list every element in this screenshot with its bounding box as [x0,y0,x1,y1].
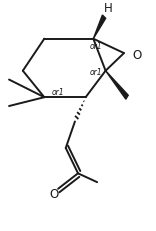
Text: H: H [103,3,112,15]
Text: or1: or1 [90,68,102,77]
Text: or1: or1 [90,42,102,51]
Text: O: O [50,187,59,200]
Polygon shape [106,71,128,100]
Text: O: O [132,49,142,61]
Text: or1: or1 [51,88,64,97]
Polygon shape [93,16,106,40]
